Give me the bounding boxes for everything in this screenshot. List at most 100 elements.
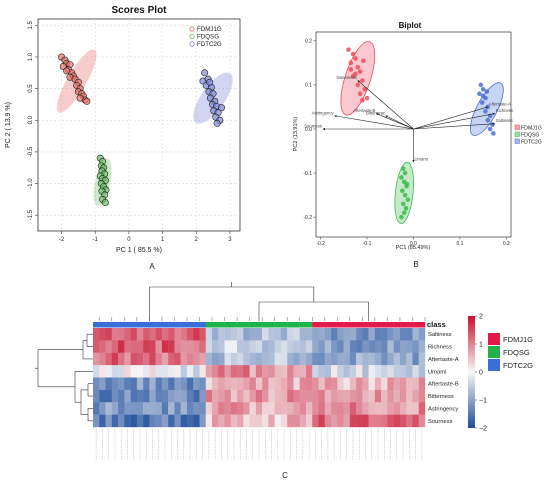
heatmap-cell [230, 389, 238, 403]
heatmap-cell [93, 365, 100, 378]
heatmap-cell [149, 365, 156, 378]
heatmap-cell [299, 402, 307, 415]
heatmap-cell [93, 377, 100, 391]
heatmap-cell [406, 352, 413, 366]
heatmap-cell [356, 402, 363, 415]
heatmap-cell [331, 402, 338, 415]
heatmap-cell [268, 340, 275, 353]
heatmap-cell [262, 402, 269, 415]
heatmap-cell [324, 352, 332, 366]
heatmap-cell [199, 352, 206, 366]
heatmap-cell [230, 328, 238, 341]
heatmap-cell [212, 414, 219, 428]
biplot-point-fdtc2g-11 [491, 131, 496, 136]
biplot-loading-arrow-aftertaste-a [413, 106, 489, 130]
heatmap-cell [299, 414, 307, 428]
heatmap-cell [218, 365, 225, 378]
heatmap-cell [381, 352, 388, 366]
biplot-point-fdqsg-5 [400, 188, 405, 194]
panel-label-a: A [149, 262, 155, 271]
heatmap-cell [255, 340, 263, 353]
heatmap-cell [99, 414, 106, 428]
heatmap-cell [331, 365, 338, 378]
heatmap-cell [331, 328, 338, 341]
biplot-loading-label-umami: Umami [415, 157, 428, 162]
heatmap-cell [387, 352, 394, 366]
heatmap-cell [331, 340, 338, 353]
heatmap-class-cell-fdmj1g-4 [337, 322, 344, 328]
scores-xtick-label-1: -1 [93, 237, 99, 243]
heatmap-cell [99, 340, 106, 353]
biplot-loading-label-aftertaste-a: Aftertaste-A [489, 101, 511, 106]
heatmap-cell [268, 328, 275, 341]
biplot-point-fdqsg-1 [402, 170, 408, 176]
heatmap-cell [312, 352, 319, 366]
heatmap-cell [99, 328, 106, 341]
heatmap-cell [387, 377, 394, 391]
heatmap-cell [255, 414, 263, 428]
heatmap-cell [168, 328, 175, 341]
heatmap-cell [318, 402, 325, 415]
scores-ytick-label-0: -1.5 [28, 209, 34, 220]
heatmap-cell [305, 328, 313, 341]
heatmap-cell [305, 352, 313, 366]
heatmap-cell [224, 402, 232, 415]
heatmap-class-cell-fdtc2g-16 [193, 322, 200, 328]
biplot-loading-arrow-richness [413, 112, 496, 130]
biplot-loading-label-sourness: Sourness [304, 123, 322, 128]
biplot-ytick-label-0: -0.2 [303, 215, 312, 221]
heatmap-cell [274, 365, 282, 378]
heatmap-cell [193, 328, 200, 341]
heatmap-cell [412, 377, 419, 391]
heatmap-cell [224, 352, 232, 366]
heatmap-cell [412, 402, 419, 415]
heatmap-cell [324, 389, 332, 403]
heatmap-cell [174, 377, 181, 391]
biplot-point-fdmj1g-3 [348, 60, 354, 66]
heatmap-cell [124, 414, 131, 428]
heatmap-cell [243, 402, 250, 415]
heatmap-cell [312, 365, 319, 378]
heatmap-cell [168, 352, 175, 366]
heatmap-cell [393, 365, 401, 378]
heatmap-cell [356, 340, 363, 353]
heatmap-cell [418, 402, 426, 415]
heatmap-class-cell-fdtc2g-12 [168, 322, 175, 328]
heatmap-cell [118, 328, 125, 341]
heatmap-cell [168, 402, 175, 415]
heatmap-cell [299, 352, 307, 366]
heatmap-cell [249, 402, 257, 415]
heatmap-cell [149, 328, 156, 341]
heatmap-cell [337, 340, 344, 353]
heatmap-class-cell-fdqsg-9 [262, 322, 269, 328]
heatmap-cell [186, 365, 194, 378]
heatmap-cell [136, 402, 144, 415]
biplot-point-fdqsg-12 [404, 181, 410, 187]
heatmap-cell [418, 414, 426, 428]
heatmap-cell [130, 328, 138, 341]
heatmap-cell [180, 377, 188, 391]
biplot-panel: Biplot PC1 (85.49%) PC2 (13.91%) B -0.2 -… [293, 21, 542, 269]
heatmap-cell [418, 377, 426, 391]
biplot-loading-label-sweetness: Sweetness [336, 75, 356, 80]
heatmap-cell [193, 352, 200, 366]
heatmap-cell [111, 328, 119, 341]
scores-legend-label-fdmj1g: FDMJ1G [197, 26, 222, 33]
heatmap-cell [118, 340, 125, 353]
heatmap-cell [274, 377, 282, 391]
heatmap-cell [205, 328, 213, 341]
heatmap-cell [99, 402, 106, 415]
heatmap-cell [293, 402, 300, 415]
heatmap-cell [381, 402, 388, 415]
biplot-point-fdqsg-9 [403, 206, 409, 211]
heatmap-cell [212, 340, 219, 353]
heatmap-cell [305, 414, 313, 428]
heatmap-class-cell-fdqsg-13 [287, 322, 294, 328]
biplot-point-fdqsg-2 [399, 175, 404, 180]
biplot-point-fdtc2g-13 [484, 89, 490, 94]
heatmap-class-cell-fdtc2g-17 [199, 322, 206, 328]
heatmap-cell [299, 328, 307, 341]
heatmap-cell [287, 340, 294, 353]
heatmap-cell [287, 365, 294, 378]
heatmap-class-cell-fdqsg-2 [218, 322, 225, 328]
